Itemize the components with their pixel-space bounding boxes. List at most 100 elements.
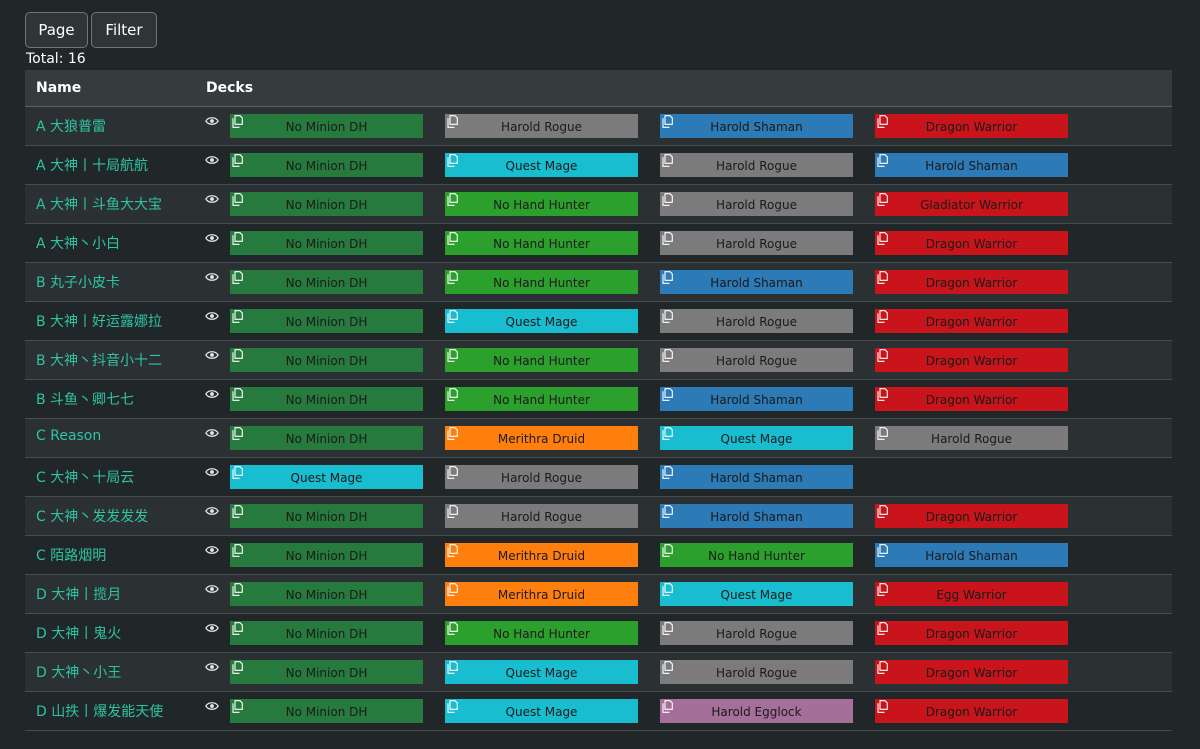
copy-icon[interactable] <box>232 544 243 557</box>
copy-icon[interactable] <box>232 388 243 401</box>
deck-badge[interactable]: No Hand Hunter <box>445 387 638 411</box>
copy-icon[interactable] <box>662 700 673 713</box>
deck-badge[interactable]: Harold Shaman <box>875 543 1068 567</box>
copy-icon[interactable] <box>662 349 673 362</box>
copy-icon[interactable] <box>877 115 888 128</box>
deck-badge[interactable]: Quest Mage <box>445 660 638 684</box>
copy-icon[interactable] <box>447 700 458 713</box>
copy-icon[interactable] <box>877 661 888 674</box>
player-name-link[interactable]: A 大神丨斗鱼大大宝 <box>36 197 163 213</box>
deck-badge[interactable]: No Minion DH <box>230 660 423 684</box>
player-name-link[interactable]: B 大神丶抖音小十二 <box>36 353 163 369</box>
deck-badge[interactable]: Dragon Warrior <box>875 231 1068 255</box>
copy-icon[interactable] <box>877 583 888 596</box>
deck-badge[interactable]: Harold Rogue <box>660 621 853 645</box>
player-name-link[interactable]: B 斗鱼丶卿七七 <box>36 392 135 408</box>
deck-badge[interactable]: Harold Shaman <box>660 114 853 138</box>
copy-icon[interactable] <box>662 466 673 479</box>
player-name-link[interactable]: B 丸子小皮卡 <box>36 275 121 291</box>
deck-badge[interactable]: Harold Shaman <box>660 504 853 528</box>
deck-badge[interactable]: Harold Rogue <box>660 348 853 372</box>
copy-icon[interactable] <box>232 193 243 206</box>
eye-icon[interactable] <box>205 271 219 283</box>
copy-icon[interactable] <box>662 622 673 635</box>
copy-icon[interactable] <box>232 349 243 362</box>
copy-icon[interactable] <box>447 349 458 362</box>
deck-badge[interactable]: No Minion DH <box>230 504 423 528</box>
deck-badge[interactable]: Harold Rogue <box>660 660 853 684</box>
player-name-link[interactable]: A 大狼普雷 <box>36 119 107 135</box>
eye-icon[interactable] <box>205 193 219 205</box>
player-name-link[interactable]: A 大神丶小白 <box>36 236 121 252</box>
copy-icon[interactable] <box>232 232 243 245</box>
player-name-link[interactable]: D 山抶丨爆发能天使 <box>36 704 164 720</box>
player-name-link[interactable]: C 大神丶十局云 <box>36 470 135 486</box>
copy-icon[interactable] <box>447 466 458 479</box>
copy-icon[interactable] <box>662 115 673 128</box>
copy-icon[interactable] <box>447 193 458 206</box>
copy-icon[interactable] <box>662 310 673 323</box>
deck-badge[interactable]: No Minion DH <box>230 543 423 567</box>
copy-icon[interactable] <box>662 271 673 284</box>
eye-icon[interactable] <box>205 232 219 244</box>
copy-icon[interactable] <box>447 232 458 245</box>
copy-icon[interactable] <box>447 310 458 323</box>
eye-icon[interactable] <box>205 622 219 634</box>
deck-badge[interactable]: Dragon Warrior <box>875 387 1068 411</box>
copy-icon[interactable] <box>232 700 243 713</box>
deck-badge[interactable]: No Minion DH <box>230 270 423 294</box>
deck-badge[interactable]: No Hand Hunter <box>445 621 638 645</box>
copy-icon[interactable] <box>232 115 243 128</box>
deck-badge[interactable]: No Hand Hunter <box>445 270 638 294</box>
copy-icon[interactable] <box>877 232 888 245</box>
copy-icon[interactable] <box>447 427 458 440</box>
page-button[interactable]: Page <box>25 12 88 48</box>
player-name-link[interactable]: D 大神丶小王 <box>36 665 122 681</box>
deck-badge[interactable]: Harold Rogue <box>445 114 638 138</box>
copy-icon[interactable] <box>662 193 673 206</box>
copy-icon[interactable] <box>877 271 888 284</box>
copy-icon[interactable] <box>877 349 888 362</box>
deck-badge[interactable]: No Minion DH <box>230 348 423 372</box>
deck-badge[interactable]: Harold Shaman <box>875 153 1068 177</box>
copy-icon[interactable] <box>447 622 458 635</box>
deck-badge[interactable]: Dragon Warrior <box>875 309 1068 333</box>
copy-icon[interactable] <box>662 661 673 674</box>
copy-icon[interactable] <box>447 388 458 401</box>
copy-icon[interactable] <box>877 700 888 713</box>
deck-badge[interactable]: Harold Rogue <box>660 153 853 177</box>
filter-button[interactable]: Filter <box>91 12 157 48</box>
deck-badge[interactable]: Dragon Warrior <box>875 621 1068 645</box>
deck-badge[interactable]: No Hand Hunter <box>660 543 853 567</box>
eye-icon[interactable] <box>205 583 219 595</box>
eye-icon[interactable] <box>205 388 219 400</box>
copy-icon[interactable] <box>232 661 243 674</box>
player-name-link[interactable]: C 大神丶发发发发 <box>36 509 149 525</box>
deck-badge[interactable]: No Minion DH <box>230 621 423 645</box>
copy-icon[interactable] <box>232 583 243 596</box>
eye-icon[interactable] <box>205 661 219 673</box>
deck-badge[interactable]: Harold Egglock <box>660 699 853 723</box>
eye-icon[interactable] <box>205 154 219 166</box>
deck-badge[interactable]: No Hand Hunter <box>445 192 638 216</box>
eye-icon[interactable] <box>205 505 219 517</box>
copy-icon[interactable] <box>447 154 458 167</box>
deck-badge[interactable]: Dragon Warrior <box>875 660 1068 684</box>
copy-icon[interactable] <box>447 115 458 128</box>
deck-badge[interactable]: Harold Shaman <box>660 387 853 411</box>
deck-badge[interactable]: Quest Mage <box>660 582 853 606</box>
player-name-link[interactable]: D 大神丨揽月 <box>36 587 122 603</box>
deck-badge[interactable]: Harold Rogue <box>660 192 853 216</box>
deck-badge[interactable]: No Minion DH <box>230 426 423 450</box>
deck-badge[interactable]: Quest Mage <box>445 153 638 177</box>
copy-icon[interactable] <box>232 505 243 518</box>
eye-icon[interactable] <box>205 700 219 712</box>
copy-icon[interactable] <box>662 388 673 401</box>
deck-badge[interactable]: Merithra Druid <box>445 426 638 450</box>
deck-badge[interactable]: Harold Rogue <box>660 309 853 333</box>
eye-icon[interactable] <box>205 427 219 439</box>
copy-icon[interactable] <box>232 310 243 323</box>
copy-icon[interactable] <box>232 271 243 284</box>
player-name-link[interactable]: C Reason <box>36 428 102 444</box>
deck-badge[interactable]: Harold Rogue <box>875 426 1068 450</box>
